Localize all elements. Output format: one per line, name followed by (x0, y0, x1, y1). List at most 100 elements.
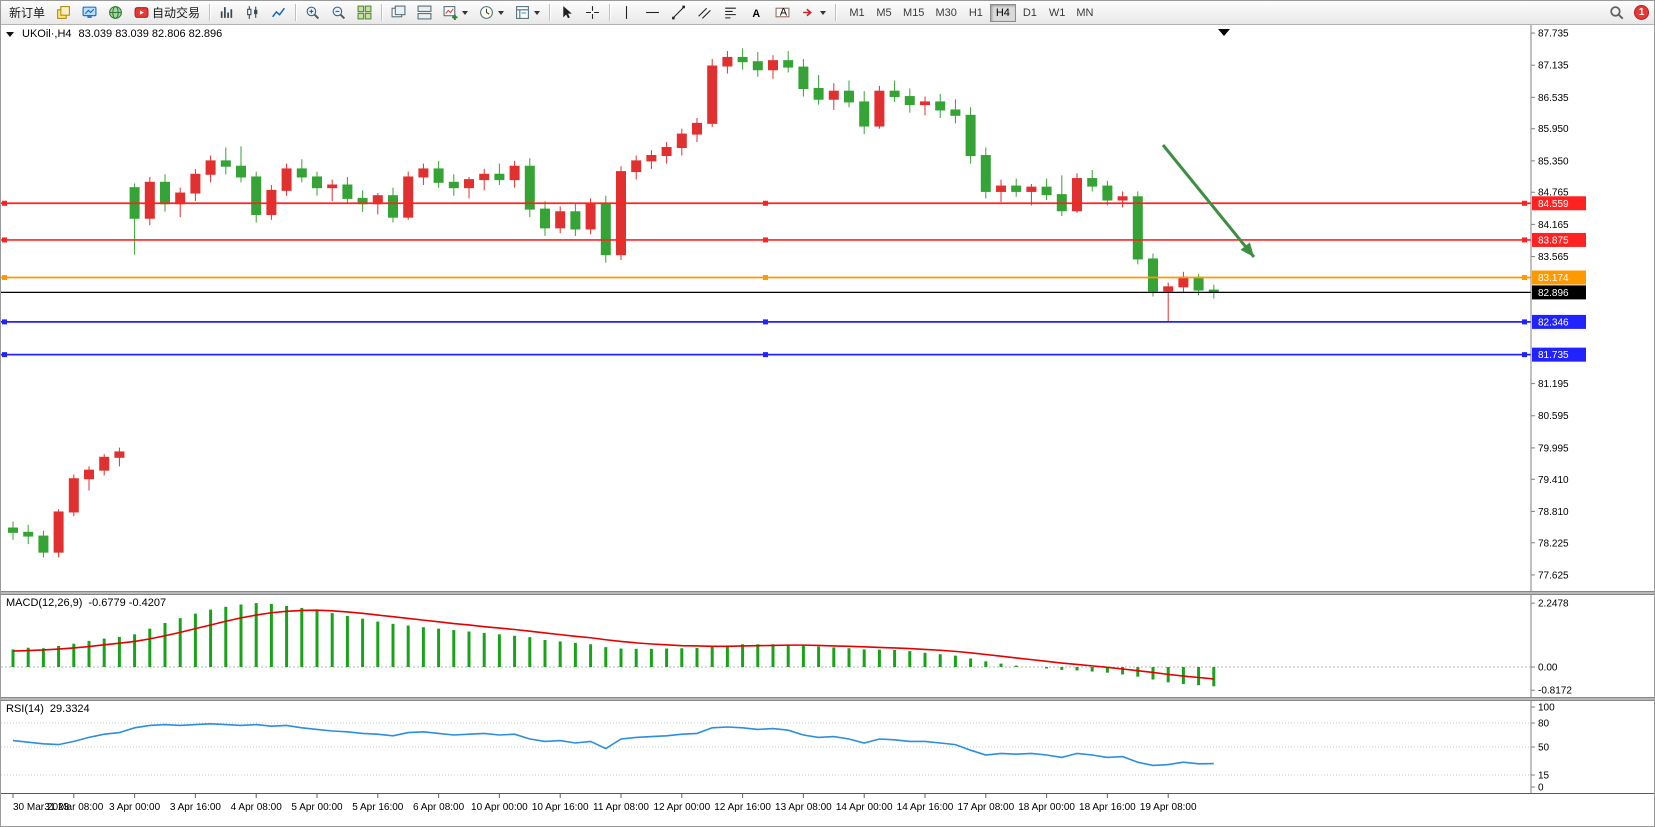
time-axis[interactable]: 30 Mar 2023 31 Mar 08:00 3 Apr 00:00 3 Apr … (1, 793, 1654, 826)
hline-83.875[interactable] (1, 237, 1531, 243)
timeframe-M5[interactable]: M5 (871, 4, 897, 22)
time-label: 30 Mar 2023 (13, 802, 70, 813)
timeframe-H1[interactable]: H1 (963, 4, 989, 22)
horizontal-line-button[interactable] (640, 3, 665, 23)
trendline-button[interactable] (666, 3, 691, 23)
timeframe-MN[interactable]: MN (1071, 4, 1098, 22)
data-window-button[interactable] (103, 3, 128, 23)
macd-histogram (11, 603, 1216, 687)
search-button[interactable] (1604, 3, 1629, 23)
macd-header: MACD(12,26,9) -0.6779 -0.4207 (6, 597, 166, 609)
svg-text:87.135: 87.135 (1538, 61, 1569, 72)
arrange-windows-icon (417, 5, 432, 20)
timeframe-M15[interactable]: M15 (898, 4, 929, 22)
macd-label: MACD(12,26,9) (6, 597, 83, 609)
charts-stack-icon (57, 6, 70, 19)
toolbar: 新订单 自动交易 (1, 1, 1654, 25)
autotrade-icon (134, 7, 149, 18)
rsi-value: 29.3324 (49, 703, 90, 715)
rsi-label: RSI(14) (6, 703, 44, 715)
svg-text:82.896: 82.896 (1538, 288, 1569, 299)
line-chart-button[interactable] (266, 3, 291, 23)
charts-stack-button[interactable] (51, 3, 76, 23)
data-window-icon (109, 6, 122, 19)
time-label: 6 Apr 08:00 (413, 802, 465, 813)
macd-axis[interactable]: 2.2478 0.00 -0.8172 (1531, 599, 1572, 697)
templates-button[interactable] (510, 3, 545, 23)
time-label: 19 Apr 08:00 (1140, 802, 1197, 813)
cascade-windows-icon (391, 5, 406, 18)
hline-84.559[interactable] (1, 200, 1531, 206)
chart-symbol-period: UKOil·,H4 (22, 28, 72, 40)
price-badge-81.735: 81.735 (1532, 347, 1586, 362)
svg-text:84.559: 84.559 (1538, 199, 1569, 210)
indicators-add-button[interactable] (438, 3, 473, 23)
svg-text:83.565: 83.565 (1538, 252, 1569, 263)
vertical-line-button[interactable] (614, 3, 639, 23)
price-axis[interactable]: 87.735 87.135 86.535 85.950 85.350 84.765 84.1… (1531, 29, 1569, 582)
time-label: 3 Apr 16:00 (170, 802, 222, 813)
svg-text:A: A (780, 6, 788, 18)
time-label: 5 Apr 16:00 (352, 802, 404, 813)
trend-arrow[interactable] (1161, 144, 1256, 258)
rsi-axis[interactable]: 100 80 50 150 (1531, 703, 1555, 794)
periods-button[interactable] (474, 3, 509, 23)
candlestick-chart-icon (247, 6, 258, 19)
new-order-button[interactable]: 新订单 (4, 3, 50, 23)
bar-chart-button[interactable] (214, 3, 239, 23)
text-label-button[interactable]: A (770, 3, 795, 23)
toolbar-separator (549, 4, 551, 21)
svg-text:0.00: 0.00 (1538, 663, 1558, 674)
svg-text:80: 80 (1538, 719, 1550, 730)
arrange-windows-button[interactable] (412, 3, 437, 23)
svg-text:84.765: 84.765 (1538, 188, 1569, 199)
pane-splitter-2[interactable] (1, 697, 1654, 701)
cascade-windows-button[interactable] (386, 3, 411, 23)
cursor-button[interactable] (554, 3, 579, 23)
candlestick-chart-button[interactable] (240, 3, 265, 23)
market-watch-button[interactable] (77, 3, 102, 23)
svg-text:79.995: 79.995 (1538, 443, 1569, 454)
pane-splitter-1[interactable] (1, 591, 1654, 595)
candles (8, 48, 1219, 558)
svg-text:50: 50 (1538, 743, 1550, 754)
autotrade-label: 自动交易 (152, 6, 201, 20)
time-label: 4 Apr 08:00 (231, 802, 283, 813)
timeframe-W1[interactable]: W1 (1044, 4, 1071, 22)
svg-text:79.410: 79.410 (1538, 475, 1569, 486)
channel-button[interactable] (692, 3, 717, 23)
periods-clock-icon (480, 6, 493, 19)
dropdown-caret (820, 10, 827, 15)
text-tool-button[interactable]: A (744, 3, 769, 23)
svg-text:2.2478: 2.2478 (1538, 599, 1569, 610)
crosshair-button[interactable] (580, 3, 605, 23)
main-chart-canvas[interactable]: 87.735 87.135 86.535 85.950 85.350 84.765 84.1… (1, 25, 1655, 591)
toolbar-separator (835, 4, 837, 21)
timeframe-M30[interactable]: M30 (930, 4, 961, 22)
timeframe-D1[interactable]: D1 (1017, 4, 1043, 22)
bar-chart-icon (220, 7, 233, 18)
hline-83.174[interactable] (1, 275, 1531, 281)
price-badge-82.346: 82.346 (1532, 314, 1586, 329)
hline-82.346[interactable] (1, 319, 1531, 325)
chart-menu-caret-icon[interactable] (6, 31, 14, 37)
tile-windows-button[interactable] (352, 3, 377, 23)
timeframe-M1[interactable]: M1 (844, 4, 870, 22)
zoom-out-button[interactable] (326, 3, 351, 23)
time-label: 17 Apr 08:00 (957, 802, 1014, 813)
horizontal-line-icon (646, 11, 659, 14)
autoscroll-marker[interactable] (1218, 29, 1230, 36)
timeframe-H4[interactable]: H4 (989, 3, 1016, 22)
macd-pane: MACD(12,26,9) -0.6779 -0.4207 2.2478 0.00… (1, 595, 1654, 697)
fibonacci-button[interactable] (718, 3, 743, 23)
crosshair-icon (586, 6, 599, 19)
timeframe-group: M1 M5 M15 M30 H1 H4 D1 W1 MN (844, 3, 1098, 22)
dropdown-caret (498, 10, 505, 15)
arrow-shapes-button[interactable] (796, 3, 831, 23)
zoom-in-button[interactable] (300, 3, 325, 23)
autotrade-button[interactable]: 自动交易 (129, 3, 205, 23)
time-label: 14 Apr 16:00 (897, 802, 954, 813)
notification-badge[interactable]: 1 (1634, 5, 1649, 20)
hline-81.735[interactable] (1, 352, 1531, 358)
